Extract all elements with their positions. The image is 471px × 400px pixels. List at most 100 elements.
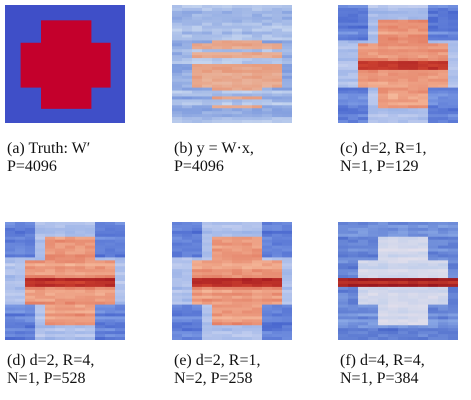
heatmap-cell bbox=[338, 111, 349, 115]
heatmap-cell bbox=[5, 233, 16, 238]
heatmap-cell bbox=[212, 227, 223, 232]
heatmap-cell bbox=[172, 120, 183, 123]
heatmap-cell bbox=[428, 257, 439, 261]
heatmap-cell bbox=[348, 298, 359, 303]
heatmap-cell bbox=[65, 230, 76, 235]
heatmap-cell bbox=[115, 233, 125, 238]
heatmap-cell bbox=[272, 99, 283, 103]
heatmap-cell bbox=[242, 105, 253, 109]
heatmap-cell bbox=[222, 307, 233, 311]
heatmap-cell bbox=[25, 281, 36, 285]
heatmap-cell bbox=[182, 64, 193, 68]
heatmap-cell bbox=[428, 37, 439, 41]
heatmap-cell bbox=[272, 292, 283, 297]
heatmap-cell bbox=[172, 72, 183, 77]
heatmap-cell bbox=[272, 90, 283, 94]
heatmap-cell bbox=[262, 286, 273, 291]
heatmap-cell bbox=[368, 257, 379, 261]
heatmap-cell bbox=[368, 325, 379, 329]
heatmap-cell bbox=[388, 266, 399, 270]
heatmap-cell bbox=[55, 307, 66, 311]
heatmap-cell bbox=[448, 58, 458, 62]
heatmap-cell bbox=[252, 307, 263, 311]
heatmap-cell bbox=[252, 78, 263, 83]
heatmap-cell bbox=[252, 275, 263, 279]
heatmap-cell bbox=[212, 99, 223, 103]
heatmap-cell bbox=[448, 224, 458, 229]
heatmap-cell bbox=[95, 295, 106, 300]
heatmap-cell bbox=[368, 245, 379, 250]
heatmap-cell bbox=[378, 93, 389, 97]
heatmap-cell bbox=[232, 254, 243, 258]
heatmap-cell bbox=[408, 224, 419, 229]
heatmap-cell bbox=[232, 114, 243, 118]
heatmap-cell bbox=[438, 245, 449, 250]
heatmap-cell bbox=[438, 337, 449, 340]
heatmap-cell bbox=[338, 257, 349, 261]
heatmap-cell bbox=[438, 117, 449, 121]
heatmap-cell bbox=[358, 90, 369, 94]
heatmap-cell bbox=[45, 328, 56, 332]
heatmap-cell bbox=[85, 239, 96, 244]
heatmap-cell bbox=[358, 87, 369, 92]
heatmap-cell bbox=[262, 295, 273, 300]
heatmap-cell bbox=[45, 295, 56, 300]
heatmap-cell bbox=[25, 254, 36, 258]
caption: (e) d=2, R=1, N=2, P=258 bbox=[174, 352, 260, 388]
caption: (a) Truth: W′ P=4096 bbox=[7, 140, 90, 176]
heatmap-cell bbox=[408, 102, 419, 106]
heatmap-cell bbox=[115, 298, 125, 303]
heatmap-cell bbox=[212, 233, 223, 238]
heatmap-cell bbox=[222, 75, 233, 80]
heatmap-cell bbox=[282, 236, 292, 241]
heatmap-cell bbox=[378, 90, 389, 94]
heatmap-cell bbox=[438, 281, 449, 285]
heatmap-cell bbox=[182, 304, 193, 309]
heatmap-cell bbox=[35, 334, 46, 338]
heatmap-cell bbox=[388, 319, 399, 323]
heatmap-cell bbox=[182, 69, 193, 74]
heatmap-cell bbox=[428, 120, 439, 123]
heatmap-cell bbox=[5, 275, 16, 279]
heatmap-cell bbox=[282, 272, 292, 276]
heatmap-cell bbox=[408, 263, 419, 267]
caption-text: N=1, P=528 bbox=[7, 370, 86, 387]
heatmap-cell bbox=[398, 292, 409, 297]
heatmap-cell bbox=[438, 69, 449, 74]
heatmap-cell bbox=[338, 275, 349, 279]
heatmap-cell bbox=[338, 31, 349, 35]
heatmap-cell bbox=[5, 283, 16, 288]
heatmap-cell bbox=[35, 236, 46, 241]
heatmap-cell bbox=[55, 278, 66, 282]
heatmap-cell bbox=[378, 16, 389, 21]
heatmap-cell bbox=[428, 90, 439, 94]
heatmap-cell bbox=[338, 272, 349, 276]
heatmap-cell bbox=[418, 331, 429, 335]
heatmap-cell bbox=[192, 263, 203, 267]
heatmap-cell bbox=[262, 325, 273, 329]
heatmap-cell bbox=[252, 269, 263, 273]
heatmap-cell bbox=[212, 325, 223, 329]
heatmap-cell bbox=[65, 263, 76, 267]
heatmap-cell bbox=[262, 78, 273, 83]
heatmap-cell bbox=[262, 230, 273, 235]
heatmap-cell bbox=[428, 19, 439, 24]
heatmap-cell bbox=[282, 269, 292, 273]
heatmap-cell bbox=[398, 222, 409, 226]
heatmap-cell bbox=[35, 316, 46, 320]
heatmap-cell bbox=[115, 236, 125, 241]
heatmap-cell bbox=[212, 224, 223, 229]
heatmap-cell bbox=[408, 40, 419, 44]
heatmap-cell bbox=[55, 266, 66, 270]
heatmap-cell bbox=[75, 233, 86, 238]
heatmap-cell bbox=[272, 87, 283, 92]
heatmap-cell bbox=[242, 337, 253, 340]
heatmap-cell bbox=[15, 233, 26, 238]
heatmap-cell bbox=[105, 227, 116, 232]
heatmap-cell bbox=[182, 111, 193, 115]
heatmap-cell bbox=[172, 40, 183, 44]
heatmap-cell bbox=[282, 117, 292, 121]
heatmap-cell bbox=[408, 257, 419, 261]
heatmap-cell bbox=[192, 313, 203, 317]
heatmap-cell bbox=[262, 117, 273, 121]
